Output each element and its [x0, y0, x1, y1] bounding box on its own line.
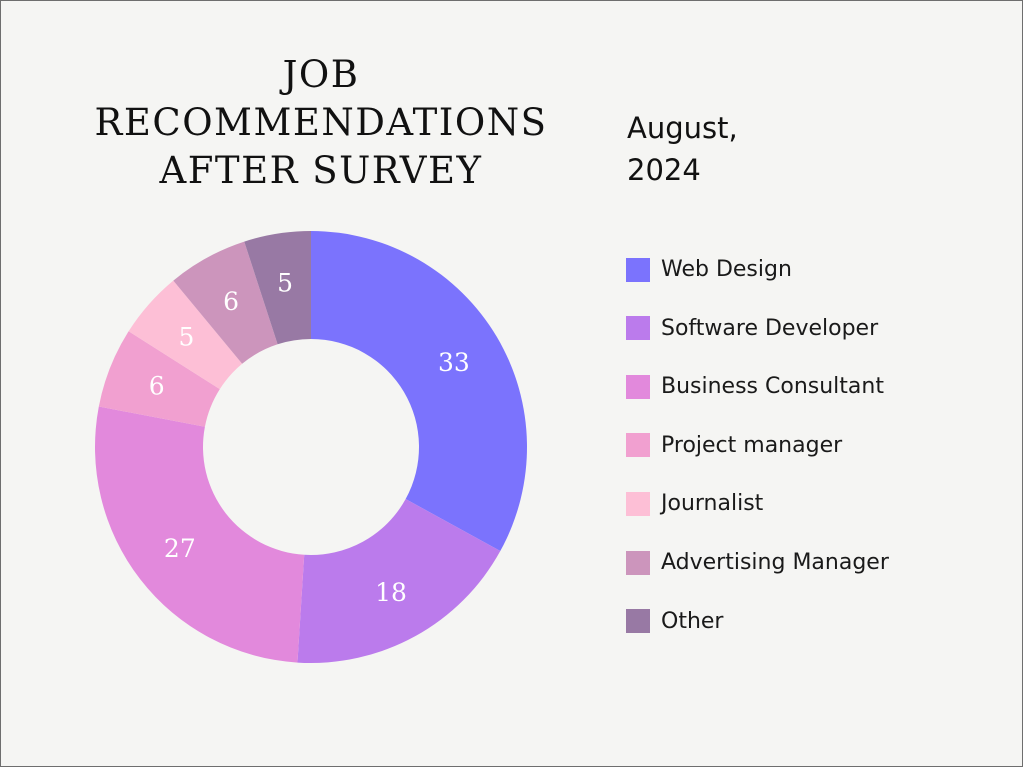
donut-slice-journalist	[128, 280, 243, 390]
legend-label: Web Design	[661, 257, 792, 282]
chart-date: August, 2024	[627, 107, 738, 191]
donut-slice-web-design	[311, 231, 527, 552]
chart-title-line-1: JOB	[282, 53, 360, 96]
donut-slice-business-consultant	[94, 406, 305, 663]
legend-item-project-manager: Project manager	[626, 433, 842, 458]
legend-swatch	[626, 491, 650, 516]
chart-title-line-3: AFTER SURVEY	[159, 149, 483, 192]
chart-title: JOB RECOMMENDATIONS AFTER SURVEY	[61, 51, 581, 195]
legend-item-other: Other	[626, 609, 723, 634]
legend-item-business-consultant: Business Consultant	[626, 374, 884, 399]
donut-label-business-consultant: 27	[164, 534, 196, 563]
legend-label: Project manager	[661, 432, 843, 458]
donut-label-other: 5	[277, 269, 293, 298]
legend-label: Journalist	[661, 491, 764, 517]
donut-label-web-design: 33	[438, 348, 470, 377]
legend-item-journalist: Journalist	[626, 491, 763, 516]
legend-label: Advertising Manager	[661, 550, 889, 575]
donut-slice-project-manager	[98, 331, 220, 427]
chart-title-line-2: RECOMMENDATIONS	[94, 101, 548, 144]
legend-swatch	[626, 550, 650, 575]
donut-slice-advertising-manager	[173, 241, 278, 364]
donut-label-journalist: 5	[179, 323, 195, 352]
legend-label: Software Developer	[661, 315, 879, 341]
legend-item-web-design: Web Design	[626, 257, 792, 282]
legend-label: Other	[661, 608, 724, 634]
legend-swatch	[626, 609, 650, 634]
donut-label-project-manager: 6	[149, 371, 165, 400]
legend-swatch	[626, 316, 650, 341]
donut-label-software-developer: 18	[375, 578, 407, 607]
legend-item-advertising-manager: Advertising Manager	[626, 550, 889, 575]
chart-date-line-1: August,	[627, 111, 738, 145]
legend-swatch	[626, 433, 650, 458]
legend-label: Business Consultant	[661, 374, 884, 400]
legend-swatch	[626, 257, 650, 282]
donut-label-advertising-manager: 6	[223, 287, 239, 316]
chart-date-line-2: 2024	[627, 153, 701, 187]
donut-slice-other	[244, 231, 311, 345]
legend-item-software-developer: Software Developer	[626, 316, 878, 341]
donut-slice-software-developer	[297, 499, 501, 663]
legend-swatch	[626, 374, 650, 399]
